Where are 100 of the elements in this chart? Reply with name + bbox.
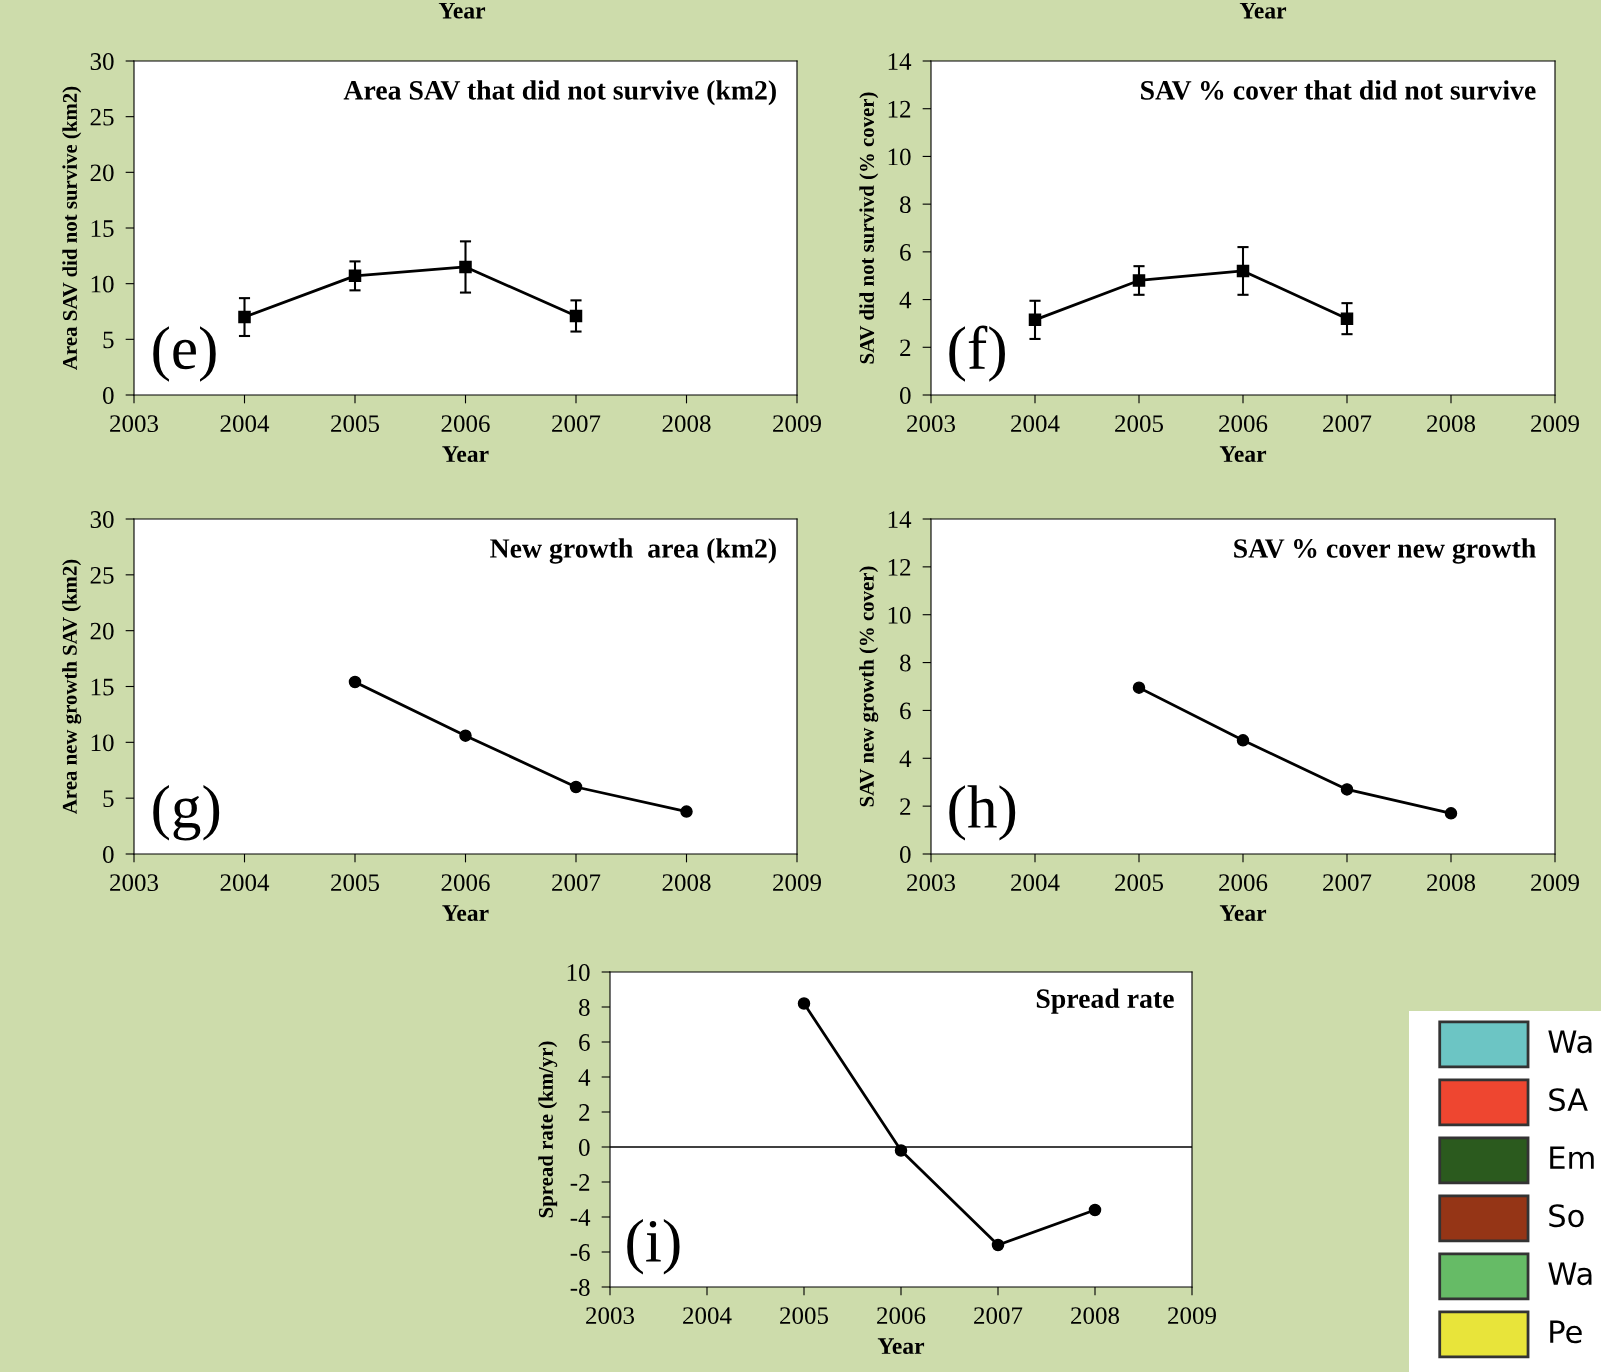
y-tick-label: 8 xyxy=(900,196,911,214)
y-tick-label: -8 xyxy=(570,1279,590,1296)
x-tick-label: 2006 xyxy=(1219,874,1268,892)
x-tick-label: 2009 xyxy=(773,874,821,892)
y-tick-label: 0 xyxy=(900,387,911,404)
annotation: (h) xyxy=(949,785,1016,841)
y-tick-label: 4 xyxy=(578,1069,591,1086)
x-tick-label: 2006 xyxy=(441,874,490,892)
point xyxy=(459,260,472,274)
y-tick-label: 2 xyxy=(579,1104,590,1121)
x-tick-label: 2007 xyxy=(974,1307,1023,1325)
category-label: SA xyxy=(1549,1088,1588,1112)
category-label: Em xyxy=(1550,1146,1594,1169)
y-tick-label: 8 xyxy=(900,654,911,672)
point xyxy=(569,309,583,323)
x-tick-label: 2009 xyxy=(773,415,821,433)
x-tick-label: 2003 xyxy=(110,874,159,892)
point xyxy=(1236,734,1250,747)
y-tick-label: 6 xyxy=(900,702,911,720)
x-tick-label: 2004 xyxy=(1011,874,1060,892)
y-tick-label: 10 xyxy=(91,275,114,293)
point xyxy=(894,1144,908,1157)
x-tick-label: 2007 xyxy=(1323,874,1372,892)
point xyxy=(991,1238,1005,1252)
annotation: (i) xyxy=(627,1218,680,1275)
x-tick-label: 2007 xyxy=(552,415,601,433)
x-tick-label: 2005 xyxy=(1115,874,1164,892)
y-axis-title: SAV did not survivd (% cover) xyxy=(859,92,879,364)
x-tick-label: 2006 xyxy=(877,1307,926,1325)
y-tick-label: 0 xyxy=(103,387,114,404)
y-tick-label: 2 xyxy=(900,798,911,815)
x-axis-title: Year xyxy=(1219,446,1267,463)
x-tick-label: 2008 xyxy=(662,415,711,433)
x-tick-label: 2009 xyxy=(1531,415,1579,433)
y-tick-label: 5 xyxy=(103,790,114,808)
x-tick-label: 2006 xyxy=(441,415,490,433)
x-tick-label: 2009 xyxy=(1168,1307,1216,1325)
point xyxy=(1028,313,1042,327)
annotation: (e) xyxy=(153,326,216,382)
point xyxy=(569,780,583,794)
y-tick-label: 14 xyxy=(888,53,912,70)
y-tick-label: 4 xyxy=(899,750,912,767)
y-tick-label: -4 xyxy=(570,1209,591,1226)
x-axis-title: Year xyxy=(442,905,489,922)
annotation: (f) xyxy=(949,325,1005,382)
y-tick-label: 10 xyxy=(91,734,114,752)
x-tick-label: 2005 xyxy=(780,1307,829,1325)
y-axis-title: Spread rate (km/yr) xyxy=(538,1041,558,1218)
x-tick-label: 2008 xyxy=(1427,874,1476,892)
x-tick-label: 2003 xyxy=(907,874,956,892)
x-tick-label: 2008 xyxy=(1427,415,1476,433)
y-tick-label: 0 xyxy=(103,846,114,863)
y-tick-label: 12 xyxy=(888,100,911,118)
y-axis-title: Area new growth SAV (km2) xyxy=(62,559,82,815)
y-axis-title: Area SAV did not survive (km2) xyxy=(62,86,82,370)
y-tick-label: 5 xyxy=(103,331,114,349)
x-tick-label: 2005 xyxy=(331,874,380,892)
x-tick-label: 2003 xyxy=(907,415,956,433)
y-tick-label: 30 xyxy=(90,511,114,528)
x-tick-label: 2003 xyxy=(586,1307,635,1325)
y-tick-label: 6 xyxy=(579,1034,590,1051)
x-tick-label: 2009 xyxy=(1531,874,1579,892)
text: Year xyxy=(1239,2,1287,19)
text: SAV % cover new growth xyxy=(1234,538,1536,564)
text: New growth area (km2) xyxy=(490,538,776,564)
y-tick-label: 30 xyxy=(90,53,114,70)
y-tick-label: 25 xyxy=(90,566,114,584)
x-tick-label: 2007 xyxy=(552,874,601,892)
x-tick-label: 2004 xyxy=(220,874,270,892)
x-tick-label: 2003 xyxy=(110,415,159,433)
y-tick-label: 25 xyxy=(90,108,114,126)
point xyxy=(1340,783,1354,796)
point xyxy=(459,729,472,742)
point xyxy=(1444,807,1458,820)
category-label: So xyxy=(1549,1204,1584,1228)
y-tick-label: 20 xyxy=(90,164,114,182)
x-axis-title: Year xyxy=(1219,905,1267,922)
y-tick-label: 10 xyxy=(888,606,911,624)
text: Spread rate xyxy=(1036,988,1174,1014)
x-tick-label: 2005 xyxy=(1115,415,1164,433)
point xyxy=(348,269,362,283)
y-tick-label: 0 xyxy=(900,846,911,863)
x-tick-label: 2005 xyxy=(331,415,380,433)
point xyxy=(238,310,251,324)
x-tick-label: 2006 xyxy=(1219,415,1268,433)
y-tick-label: 6 xyxy=(900,243,911,261)
y-tick-label: 2 xyxy=(900,339,911,356)
y-tick-label: -6 xyxy=(570,1244,590,1261)
point xyxy=(348,675,362,689)
point xyxy=(1132,274,1146,287)
x-tick-label: 2008 xyxy=(1071,1307,1120,1325)
y-tick-label: 10 xyxy=(888,148,911,166)
text: SAV % cover that did not survive xyxy=(1141,80,1536,100)
y-tick-label: -2 xyxy=(570,1174,590,1191)
y-tick-label: 12 xyxy=(888,558,911,576)
x-tick-label: 2004 xyxy=(683,1307,732,1325)
text: Area SAV that did not survive (km2) xyxy=(343,80,776,106)
category-label: Wa xyxy=(1548,1030,1592,1054)
y-tick-label: 8 xyxy=(579,999,590,1016)
text: Year xyxy=(438,2,486,19)
